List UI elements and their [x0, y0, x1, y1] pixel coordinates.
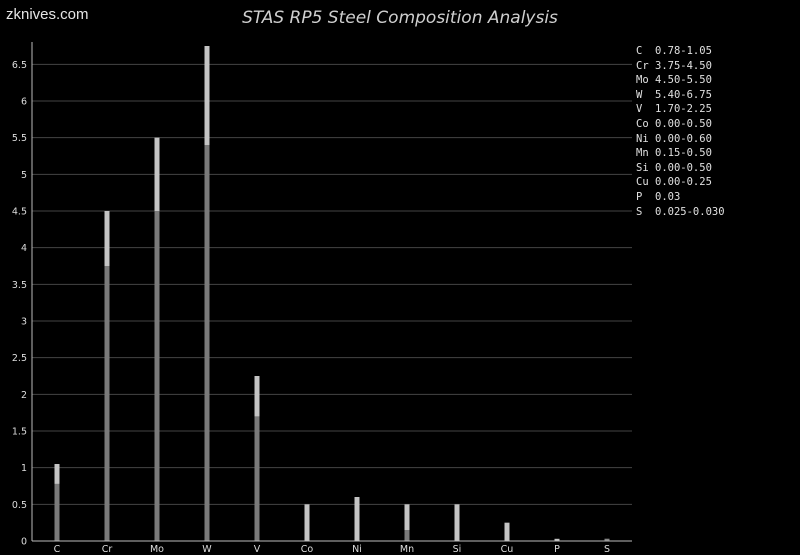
legend-element: Cu [636, 176, 649, 189]
bar-min-C [54, 483, 60, 541]
chart-title: STAS RP5 Steel Composition Analysis [242, 8, 558, 28]
legend-item: Mn 0.15-0.50 [636, 146, 725, 161]
x-tick-label: V [254, 544, 261, 555]
bar-min-Cr [104, 266, 110, 541]
x-tick-label: Mn [400, 544, 414, 555]
legend-range: 0.025-0.030 [655, 205, 725, 218]
x-tick-label: Mo [150, 544, 164, 555]
bar-min-Mo [154, 211, 160, 541]
x-tick-labels: C Cr Mo W V Co Ni Mn Si Cu P S [54, 544, 610, 555]
legend-item: C 0.78-1.05 [636, 44, 725, 59]
legend-range: 5.40-6.75 [655, 88, 712, 101]
bar-max-Si [454, 504, 460, 541]
x-tick-label: C [54, 544, 61, 555]
legend-range: 0.03 [655, 190, 681, 203]
x-tick-label: S [604, 544, 610, 555]
legend-range: 0.00-0.25 [655, 176, 712, 189]
y-tick-labels: 0 0.5 1 1.5 2 2.5 3 3.5 4 4.5 5 5.5 6 6.5 [12, 60, 27, 548]
y-tick-label: 4 [21, 243, 27, 254]
bar-max-Mn [404, 504, 410, 541]
legend-element: P [636, 190, 643, 203]
legend-range: 1.70-2.25 [655, 103, 712, 116]
legend-item: Mo 4.50-5.50 [636, 73, 725, 88]
bar-min-S [604, 539, 610, 541]
legend-range: 0.00-0.50 [655, 117, 712, 130]
legend-item: V 1.70-2.25 [636, 102, 725, 117]
grid-lines [32, 63, 632, 505]
legend-element: W [636, 88, 643, 101]
legend: C 0.78-1.05 Cr 3.75-4.50 Mo 4.50-5.50 W 5.40-6.… [636, 44, 725, 219]
legend-element: Mn [636, 147, 649, 160]
y-tick-label: 5.5 [12, 133, 27, 144]
legend-item: Co 0.00-0.50 [636, 117, 725, 132]
legend-item: Si 0.00-0.50 [636, 161, 725, 176]
bar-max-Cu [504, 522, 510, 541]
x-tick-label: Co [301, 544, 314, 555]
legend-element: Si [636, 161, 649, 174]
x-tick-label: Cu [501, 544, 514, 555]
y-tick-label: 1.5 [12, 427, 27, 438]
y-tick-label: 3.5 [12, 280, 27, 291]
legend-item: W 5.40-6.75 [636, 88, 725, 103]
x-tick-label: Ni [352, 544, 362, 555]
legend-range: 0.15-0.50 [655, 147, 712, 160]
x-tick-label: W [202, 544, 212, 555]
legend-element: Mo [636, 74, 649, 87]
y-tick-label: 6 [21, 97, 27, 108]
legend-element: Ni [636, 132, 649, 145]
bar-max-Co [304, 504, 310, 541]
legend-item: Ni 0.00-0.60 [636, 132, 725, 147]
bars [54, 46, 610, 541]
x-tick-label: Si [453, 544, 462, 555]
y-tick-label: 3 [21, 317, 27, 328]
y-tick-label: 5 [21, 170, 27, 181]
y-tick-label: 1 [21, 463, 27, 474]
legend-item: Cr 3.75-4.50 [636, 59, 725, 74]
legend-range: 0.00-0.60 [655, 132, 712, 145]
legend-item: Cu 0.00-0.25 [636, 175, 725, 190]
y-tick-label: 2.5 [12, 353, 27, 364]
bar-min-W [204, 145, 210, 541]
legend-element: Co [636, 117, 649, 130]
legend-item: P 0.03 [636, 190, 725, 205]
bar-max-P [554, 538, 560, 541]
legend-element: S [636, 205, 643, 218]
legend-range: 0.78-1.05 [655, 45, 712, 57]
legend-element: V [636, 103, 643, 116]
y-tick-label: 6.5 [12, 60, 27, 71]
y-tick-label: 0.5 [12, 500, 27, 511]
legend-item: S 0.025-0.030 [636, 205, 725, 220]
bar-min-Mn [404, 530, 410, 541]
site-logo[interactable]: zknives.com [6, 6, 89, 23]
y-tick-label: 0 [21, 537, 27, 548]
bar-max-Ni [354, 497, 360, 541]
legend-range: 4.50-5.50 [655, 74, 712, 87]
legend-range: 3.75-4.50 [655, 59, 712, 72]
y-tick-label: 2 [21, 390, 27, 401]
legend-element: Cr [636, 59, 649, 72]
x-tick-label: P [554, 544, 560, 555]
axes [31, 42, 632, 542]
legend-element: C [636, 45, 643, 57]
legend-range: 0.00-0.50 [655, 161, 712, 174]
y-tick-label: 4.5 [12, 207, 27, 218]
x-tick-label: Cr [102, 544, 113, 555]
bar-min-V [254, 416, 260, 541]
